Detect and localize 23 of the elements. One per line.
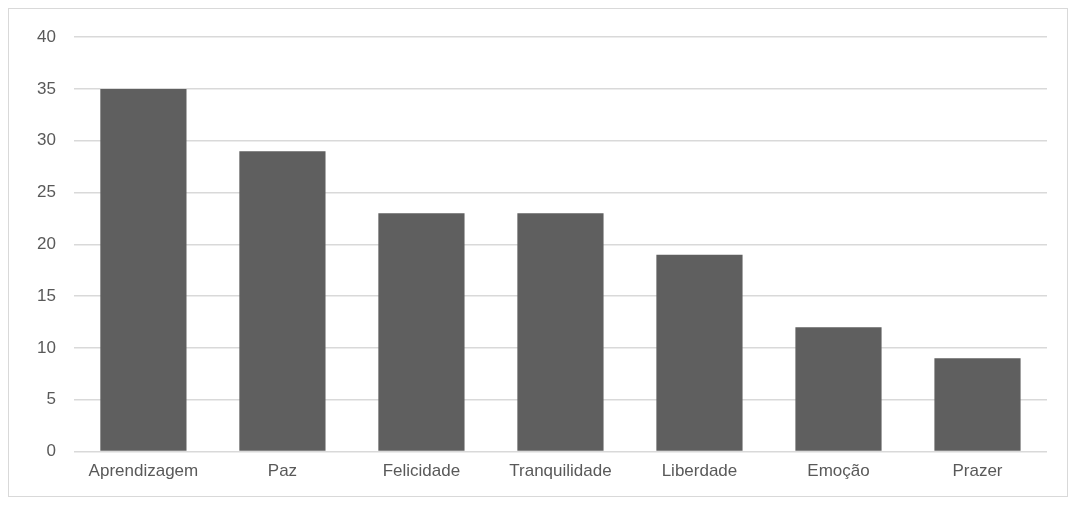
x-tick-label: Paz [267,461,298,481]
bar [934,358,1021,451]
x-tick-label: Liberdade [661,461,738,481]
x-tick-label: Emoção [807,461,870,481]
x-tick-label: Prazer [952,461,1003,481]
y-tick-label: 15 [36,285,56,305]
y-tick-label: 5 [46,389,56,409]
x-tick-label: Tranquilidade [509,461,612,481]
y-tick-label: 35 [36,78,56,98]
bar [656,254,743,451]
bar [795,327,882,451]
y-tick-label: 20 [36,234,56,254]
bar [378,213,465,451]
bar [517,213,604,451]
y-tick-label: 0 [46,441,56,461]
x-tick-label: Felicidade [382,461,461,481]
bar [239,151,326,451]
y-tick-label: 10 [36,337,56,357]
y-tick-label: 30 [36,130,56,150]
y-tick-label: 40 [36,26,56,46]
y-tick-label: 25 [36,182,56,202]
bar [100,89,187,451]
x-tick-label: Aprendizagem [88,461,199,481]
